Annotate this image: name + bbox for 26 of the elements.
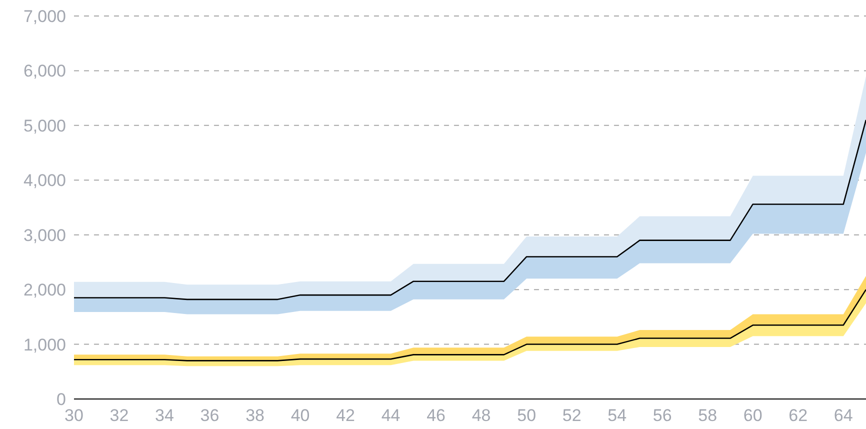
y-tick-label: 6,000: [23, 62, 66, 81]
x-tick-label: 34: [155, 406, 174, 426]
x-tick-label: 62: [788, 406, 808, 426]
y-tick-label: 1,000: [23, 335, 66, 354]
x-tick-label: 50: [517, 406, 536, 426]
y-tick-label: 0: [56, 390, 66, 410]
x-tick-label: 56: [652, 406, 672, 426]
x-tick-label: 46: [426, 406, 446, 426]
x-tick-label: 40: [290, 406, 310, 426]
x-tick-label: 52: [562, 406, 582, 426]
x-tick-label: 60: [743, 406, 762, 426]
y-tick-label: 4,000: [23, 171, 66, 190]
x-tick-label: 30: [64, 406, 84, 426]
x-tick-label: 48: [472, 406, 491, 426]
x-tick-label: 58: [698, 406, 718, 426]
x-tick-label: 54: [608, 406, 627, 426]
x-tick-label: 32: [110, 406, 129, 426]
x-tick-label: 42: [336, 406, 356, 426]
y-tick-label: 3,000: [23, 226, 66, 245]
y-tick-label: 7,000: [23, 7, 66, 26]
x-tick-label: 38: [246, 406, 264, 426]
y-tick-label: 2,000: [23, 280, 66, 300]
x-tick-label: 64: [834, 406, 853, 426]
x-tick-label: 36: [200, 406, 220, 426]
y-tick-label: 5,000: [23, 116, 66, 136]
x-tick-label: 44: [381, 406, 400, 426]
